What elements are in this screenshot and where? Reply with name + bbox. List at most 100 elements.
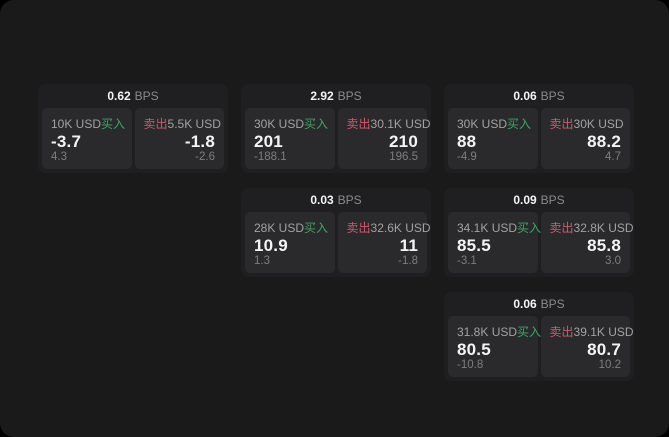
buy-delta: 4.3 — [51, 151, 67, 163]
sell-panel-top-row: 卖出 32.8K USD — [549, 219, 634, 236]
buy-panel[interactable]: 28K USD 买入 10.9 1.3 — [245, 212, 335, 273]
buy-panel-top-row: 30K USD 买入 — [457, 115, 532, 132]
buy-price: 201 — [254, 132, 283, 151]
quote-card: 0.09 BPS 34.1K USD 买入 85.5 -3.1 卖出 32.8K… — [444, 188, 634, 277]
buy-size: 30K USD — [457, 116, 508, 131]
buy-delta: -10.8 — [457, 359, 484, 371]
sell-price: 85.8 — [587, 236, 621, 255]
bps-spread-header: 0.09 BPS — [444, 188, 634, 212]
buy-panel-top-row: 30K USD 买入 — [254, 115, 329, 132]
sell-delta: -1.8 — [398, 255, 418, 267]
bps-spread-header: 0.06 BPS — [444, 84, 634, 108]
sell-price: 80.7 — [587, 340, 621, 359]
buy-panel[interactable]: 10K USD 买入 -3.7 4.3 — [42, 108, 132, 169]
bps-value: 0.62 — [107, 89, 131, 103]
bps-spread-header: 0.06 BPS — [444, 292, 634, 316]
buy-tag: 买入 — [507, 117, 532, 131]
sell-price: 11 — [399, 236, 418, 255]
sell-price: 210 — [389, 132, 418, 151]
bps-unit-label: BPS — [337, 89, 362, 103]
sell-panel[interactable]: 卖出 39.1K USD 80.7 10.2 — [540, 316, 634, 377]
sell-size: 30.1K USD — [370, 116, 431, 131]
buy-size: 31.8K USD — [457, 324, 518, 339]
buy-tag: 买入 — [304, 221, 329, 235]
sell-panel[interactable]: 卖出 5.5K USD -1.8 -2.6 — [134, 108, 224, 169]
quote-card: 2.92 BPS 30K USD 买入 201 -188.1 卖出 30.1K … — [241, 84, 431, 173]
buy-price: -3.7 — [51, 132, 82, 151]
quote-body: 28K USD 买入 10.9 1.3 卖出 32.6K USD 11 -1.8 — [241, 212, 431, 277]
quote-body: 31.8K USD 买入 80.5 -10.8 卖出 39.1K USD 80.… — [444, 316, 634, 381]
sell-tag: 卖出 — [346, 221, 371, 235]
quote-card: 0.62 BPS 10K USD 买入 -3.7 4.3 卖出 5.5K USD — [38, 84, 228, 173]
sell-tag: 卖出 — [549, 221, 574, 235]
bps-value: 0.06 — [513, 89, 537, 103]
quote-body: 10K USD 买入 -3.7 4.3 卖出 5.5K USD -1.8 -2.… — [38, 108, 228, 173]
buy-delta: -188.1 — [254, 151, 287, 163]
quote-body: 34.1K USD 买入 85.5 -3.1 卖出 32.8K USD 85.8… — [444, 212, 634, 277]
buy-panel[interactable]: 31.8K USD 买入 80.5 -10.8 — [448, 316, 541, 377]
sell-panel[interactable]: 卖出 30K USD 88.2 4.7 — [540, 108, 630, 169]
buy-panel[interactable]: 30K USD 买入 88 -4.9 — [448, 108, 538, 169]
sell-delta: 10.2 — [598, 359, 621, 371]
buy-panel[interactable]: 30K USD 买入 201 -188.1 — [245, 108, 335, 169]
bps-value: 0.06 — [513, 297, 537, 311]
bps-value: 0.09 — [513, 193, 537, 207]
sell-tag: 卖出 — [549, 325, 574, 339]
buy-price: 10.9 — [254, 236, 288, 255]
sell-delta: -2.6 — [195, 151, 215, 163]
bps-unit-label: BPS — [134, 89, 159, 103]
buy-delta: -3.1 — [457, 255, 477, 267]
quote-body: 30K USD 买入 201 -188.1 卖出 30.1K USD 210 1… — [241, 108, 431, 173]
sell-panel-top-row: 卖出 39.1K USD — [549, 323, 634, 340]
buy-panel-top-row: 31.8K USD 买入 — [457, 323, 541, 340]
sell-size: 32.8K USD — [573, 220, 634, 235]
bps-unit-label: BPS — [540, 297, 565, 311]
sell-tag: 卖出 — [143, 117, 168, 131]
sell-panel-top-row: 卖出 30K USD — [549, 115, 624, 132]
buy-price: 85.5 — [457, 236, 491, 255]
quote-card: 0.06 BPS 31.8K USD 买入 80.5 -10.8 卖出 39.1… — [444, 292, 634, 381]
sell-tag: 卖出 — [346, 117, 371, 131]
bps-value: 0.03 — [310, 193, 334, 207]
buy-delta: -4.9 — [457, 151, 477, 163]
bps-spread-header: 0.62 BPS — [38, 84, 228, 108]
sell-panel[interactable]: 卖出 32.8K USD 85.8 3.0 — [540, 212, 634, 273]
sell-delta: 3.0 — [605, 255, 621, 267]
sell-size: 39.1K USD — [573, 324, 634, 339]
buy-panel-top-row: 34.1K USD 买入 — [457, 219, 541, 236]
buy-size: 34.1K USD — [457, 220, 518, 235]
sell-tag: 卖出 — [549, 117, 574, 131]
sell-price: 88.2 — [587, 132, 621, 151]
buy-tag: 买入 — [304, 117, 329, 131]
buy-size: 28K USD — [254, 220, 305, 235]
sell-panel-top-row: 卖出 32.6K USD — [346, 219, 431, 236]
buy-price: 88 — [457, 132, 477, 151]
sell-panel[interactable]: 卖出 32.6K USD 11 -1.8 — [337, 212, 431, 273]
buy-price: 80.5 — [457, 340, 491, 359]
buy-panel[interactable]: 34.1K USD 买入 85.5 -3.1 — [448, 212, 541, 273]
quote-card: 0.03 BPS 28K USD 买入 10.9 1.3 卖出 32.6K US… — [241, 188, 431, 277]
bps-value: 2.92 — [310, 89, 334, 103]
sell-size: 30K USD — [573, 116, 624, 131]
sell-size: 5.5K USD — [167, 116, 221, 131]
buy-size: 10K USD — [51, 116, 102, 131]
buy-tag: 买入 — [101, 117, 126, 131]
sell-panel[interactable]: 卖出 30.1K USD 210 196.5 — [337, 108, 431, 169]
sell-panel-top-row: 卖出 30.1K USD — [346, 115, 431, 132]
bps-spread-header: 0.03 BPS — [241, 188, 431, 212]
sell-delta: 4.7 — [605, 151, 621, 163]
buy-panel-top-row: 28K USD 买入 — [254, 219, 329, 236]
bps-unit-label: BPS — [540, 193, 565, 207]
buy-tag: 买入 — [517, 221, 542, 235]
bps-spread-header: 2.92 BPS — [241, 84, 431, 108]
sell-size: 32.6K USD — [370, 220, 431, 235]
quote-card: 0.06 BPS 30K USD 买入 88 -4.9 卖出 30K USD — [444, 84, 634, 173]
quote-card-grid: 0.62 BPS 10K USD 买入 -3.7 4.3 卖出 5.5K USD — [38, 84, 634, 381]
buy-size: 30K USD — [254, 116, 305, 131]
sell-price: -1.8 — [184, 132, 215, 151]
bps-unit-label: BPS — [337, 193, 362, 207]
quote-body: 30K USD 买入 88 -4.9 卖出 30K USD 88.2 4.7 — [444, 108, 634, 173]
bps-unit-label: BPS — [540, 89, 565, 103]
sell-delta: 196.5 — [389, 151, 418, 163]
